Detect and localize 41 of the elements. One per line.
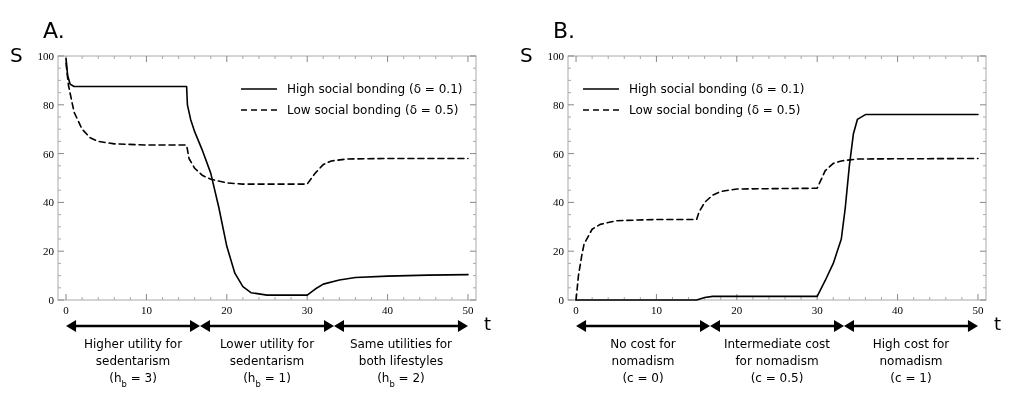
x-axis-title: t xyxy=(994,313,1002,334)
y-tick-label: 80 xyxy=(553,98,565,111)
x-tick-label: 20 xyxy=(221,304,233,316)
y-tick-label: 80 xyxy=(43,98,55,111)
text: Same utilities for both lifestyles (h$_{b}$ = 2) xyxy=(349,337,453,389)
y-tick-label: 40 xyxy=(43,196,55,209)
legend-label: Low social bonding (δ = 0.5) xyxy=(287,103,459,117)
x-axis-title: t xyxy=(484,313,492,334)
x-tick-label: 40 xyxy=(382,304,394,316)
y-tick-label: 0 xyxy=(48,294,55,306)
y-tick-label: 20 xyxy=(553,245,565,258)
y-tick-label: 100 xyxy=(547,50,565,62)
y-tick-label: 20 xyxy=(43,245,55,258)
legend-label: High social bonding (δ = 0.1) xyxy=(629,82,805,96)
x-tick-label: 10 xyxy=(140,304,153,316)
y-axis-title: S xyxy=(10,43,23,67)
text: High cost for nomadism (c = 1) xyxy=(872,337,950,385)
y-tick-label: 60 xyxy=(43,147,55,160)
y-tick-label: 100 xyxy=(37,50,55,62)
y-tick-label: 40 xyxy=(553,196,565,209)
x-tick-label: 50 xyxy=(462,304,474,316)
text: Intermediate cost for nomadism (c = 0.5) xyxy=(723,337,831,385)
x-tick-label: 30 xyxy=(811,304,824,316)
x-tick-label: 10 xyxy=(650,304,663,316)
text: Lower utility for sedentarism (h$_{b}$ = 1) xyxy=(219,337,315,389)
legend-label: Low social bonding (δ = 0.5) xyxy=(629,103,801,117)
y-tick-label: 0 xyxy=(558,294,565,306)
x-tick-label: 40 xyxy=(892,304,904,316)
text: No cost for nomadism (c = 0) xyxy=(610,337,676,385)
x-tick-label: 20 xyxy=(731,304,743,316)
x-tick-label: 30 xyxy=(301,304,314,316)
text: Higher utility for sedentarism (h$_{b}$ = 3) xyxy=(83,337,183,389)
y-tick-label: 60 xyxy=(553,147,565,160)
line-series xyxy=(65,57,469,296)
y-axis-title: S xyxy=(520,43,533,67)
chart-title: A. xyxy=(43,18,65,43)
x-tick-label: 50 xyxy=(972,304,984,316)
chart-title: B. xyxy=(553,18,576,43)
x-tick-label: 0 xyxy=(573,304,580,316)
x-tick-label: 0 xyxy=(63,304,70,316)
legend-label: High social bonding (δ = 0.1) xyxy=(287,82,463,96)
